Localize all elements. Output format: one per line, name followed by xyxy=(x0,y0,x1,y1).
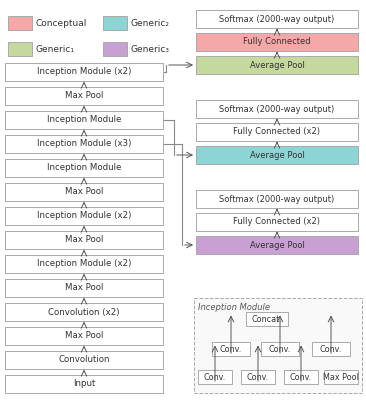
Text: Conv.: Conv. xyxy=(247,372,269,382)
Text: Conv.: Conv. xyxy=(269,344,291,354)
Text: Input: Input xyxy=(73,380,95,388)
Text: Softmax (2000-way output): Softmax (2000-way output) xyxy=(219,194,335,204)
Bar xyxy=(312,342,350,356)
Text: Fully Connected (x2): Fully Connected (x2) xyxy=(234,128,321,136)
Text: Average Pool: Average Pool xyxy=(250,150,305,160)
Bar xyxy=(5,279,163,297)
Bar xyxy=(5,327,163,345)
Text: Fully Connected: Fully Connected xyxy=(243,38,311,46)
Text: Max Pool: Max Pool xyxy=(65,92,103,100)
Bar xyxy=(196,123,358,141)
Bar xyxy=(261,342,299,356)
Text: Inception Module (x2): Inception Module (x2) xyxy=(37,212,131,220)
Text: Max Pool: Max Pool xyxy=(65,188,103,196)
Text: Conv.: Conv. xyxy=(320,344,342,354)
Bar xyxy=(8,16,32,30)
Text: Conv.: Conv. xyxy=(290,372,312,382)
Bar xyxy=(5,351,163,369)
Text: Inception Module: Inception Module xyxy=(198,304,270,312)
Bar xyxy=(5,207,163,225)
Text: Softmax (2000-way output): Softmax (2000-way output) xyxy=(219,104,335,114)
Text: Average Pool: Average Pool xyxy=(250,240,305,250)
Bar xyxy=(8,42,32,56)
Text: Inception Module (x2): Inception Module (x2) xyxy=(37,260,131,268)
Bar xyxy=(196,10,358,28)
Text: Average Pool: Average Pool xyxy=(250,60,305,70)
Text: Convolution (x2): Convolution (x2) xyxy=(48,308,120,316)
Bar xyxy=(5,375,163,393)
Bar xyxy=(196,213,358,231)
Bar xyxy=(196,190,358,208)
Bar xyxy=(284,370,318,384)
Text: Inception Module: Inception Module xyxy=(47,116,121,124)
Text: Concat.: Concat. xyxy=(251,314,283,324)
Bar xyxy=(5,63,163,81)
Bar xyxy=(5,183,163,201)
Text: Conceptual: Conceptual xyxy=(36,18,87,28)
Text: Generic₁: Generic₁ xyxy=(36,44,75,54)
Text: Conv.: Conv. xyxy=(220,344,242,354)
Text: Fully Connected (x2): Fully Connected (x2) xyxy=(234,218,321,226)
Bar xyxy=(5,303,163,321)
Text: Conv.: Conv. xyxy=(204,372,226,382)
Text: Generic₃: Generic₃ xyxy=(131,44,170,54)
Text: Softmax (2000-way output): Softmax (2000-way output) xyxy=(219,14,335,24)
Text: Inception Module: Inception Module xyxy=(47,164,121,172)
Bar xyxy=(241,370,275,384)
Bar xyxy=(5,231,163,249)
Text: Max Pool: Max Pool xyxy=(65,332,103,340)
Bar xyxy=(324,370,358,384)
Bar xyxy=(5,111,163,129)
Bar xyxy=(196,100,358,118)
Bar xyxy=(246,312,288,326)
Bar xyxy=(5,135,163,153)
Bar xyxy=(196,33,358,51)
Bar xyxy=(196,146,358,164)
Bar xyxy=(5,159,163,177)
Text: Convolution: Convolution xyxy=(58,356,110,364)
Bar xyxy=(194,298,362,393)
Bar xyxy=(5,255,163,273)
Text: Inception Module (x3): Inception Module (x3) xyxy=(37,140,131,148)
Text: Max Pool: Max Pool xyxy=(65,236,103,244)
Bar xyxy=(198,370,232,384)
Text: Max Pool: Max Pool xyxy=(323,372,359,382)
Text: Inception Module (x2): Inception Module (x2) xyxy=(37,68,131,76)
Text: Max Pool: Max Pool xyxy=(65,284,103,292)
Bar xyxy=(5,87,163,105)
Bar xyxy=(103,42,127,56)
Bar xyxy=(212,342,250,356)
Bar xyxy=(196,56,358,74)
Bar xyxy=(103,16,127,30)
Bar xyxy=(196,236,358,254)
Text: Generic₂: Generic₂ xyxy=(131,18,170,28)
